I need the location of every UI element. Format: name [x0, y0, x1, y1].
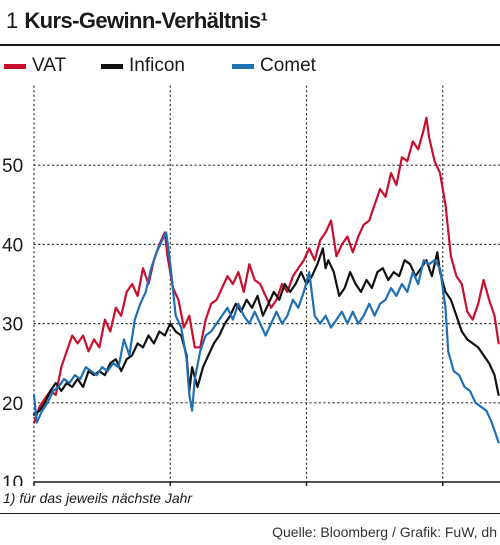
y-tick-label-30: 30: [2, 315, 23, 336]
legend-label-comet: Comet: [260, 55, 316, 76]
chart-title-row: 1 Kurs-Gewinn-Verhältnis¹: [6, 8, 268, 34]
x-tick-label-2019: 2019: [72, 484, 110, 486]
legend-label-vat: VAT: [32, 55, 67, 76]
x-tick-label-2021: 2021: [345, 484, 383, 486]
legend-item-inficon: Inficon: [101, 54, 185, 78]
chart-title: Kurs-Gewinn-Verhältnis¹: [24, 8, 268, 33]
legend-swatch-comet: [232, 63, 254, 69]
y-tick-label-50: 50: [2, 156, 23, 177]
footer-divider: [0, 513, 500, 514]
axis-layer: [33, 481, 500, 486]
series-line-comet: [32, 231, 500, 444]
footnote: 1) für das jeweils nächste Jahr: [3, 490, 193, 506]
y-tick-label-20: 20: [2, 394, 23, 415]
source-credit: Quelle: Bloomberg / Grafik: FuW, dh: [272, 524, 497, 540]
y-tick-label-40: 40: [2, 235, 23, 256]
legend-label-inficon: Inficon: [129, 55, 185, 76]
line-chart: 10 20 30 40 50 2019 2020 2021: [2, 85, 500, 486]
chart-number: 1: [6, 8, 19, 33]
legend-item-vat: VAT: [4, 54, 66, 78]
legend-swatch-vat: [4, 63, 26, 69]
x-tick-label-2020: 2020: [209, 484, 247, 486]
legend-swatch-inficon: [101, 63, 123, 69]
legend-item-comet: Comet: [232, 54, 316, 78]
legend: VAT Inficon Comet: [0, 54, 500, 78]
series-layer: [32, 116, 500, 444]
title-divider: [0, 44, 500, 46]
y-tick-label-10: 10: [2, 473, 23, 486]
label-layer: 10 20 30 40 50 2019 2020 2021: [2, 156, 383, 486]
